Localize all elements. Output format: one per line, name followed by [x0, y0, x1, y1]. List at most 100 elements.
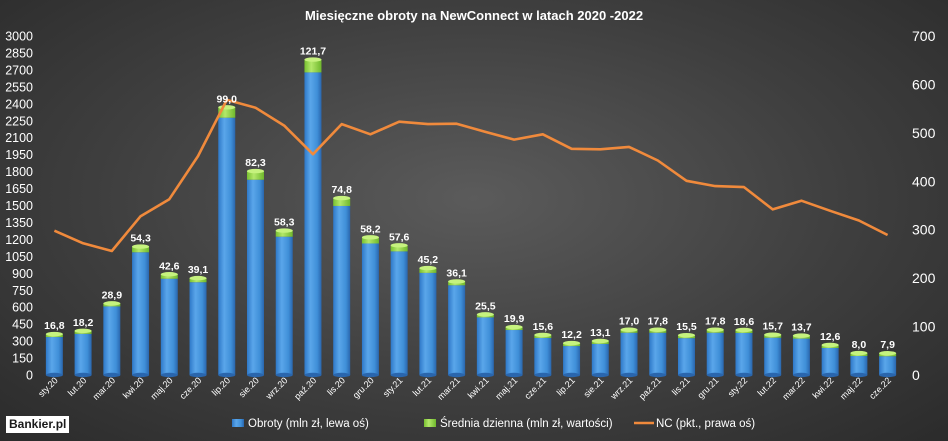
left-tick-label: 1800	[5, 165, 33, 179]
obroty-bar	[706, 332, 724, 375]
x-tick-label: lip.21	[555, 375, 577, 397]
data-label: 12,6	[820, 331, 841, 343]
obroty-bar-base	[505, 372, 523, 378]
left-tick-label: 300	[12, 335, 33, 349]
obroty-bar	[189, 282, 207, 375]
obroty-bar-base	[821, 372, 839, 378]
right-tick-label: 400	[912, 173, 936, 189]
x-tick-label: maj.22	[838, 375, 864, 401]
x-axis: sty.20 lut.20 mar.20 kwi.20 maj.20 cze.20 lip.…	[36, 375, 893, 402]
srednia-cap	[160, 274, 178, 279]
left-tick-label: 3000	[5, 30, 33, 44]
legend-label: Obroty (mln zł, lewa oś)	[248, 418, 369, 430]
chart-title: Miesięczne obroty na NewConnect w latach…	[305, 8, 643, 23]
x-tick-label: paź.21	[637, 375, 663, 401]
obroty-bar-base	[850, 372, 868, 378]
srednia-cap-top	[764, 332, 782, 337]
left-tick-label: 1200	[5, 233, 33, 247]
x-tick-label: gru.21	[696, 375, 721, 400]
srednia-cap-top	[361, 235, 379, 240]
obroty-bar	[534, 337, 552, 375]
data-label: 74,8	[331, 184, 352, 196]
obroty-bar	[160, 278, 178, 375]
data-label: 15,7	[762, 321, 783, 333]
data-label: 58,2	[360, 223, 381, 235]
srednia-cap	[333, 198, 351, 206]
obroty-bar	[850, 356, 868, 375]
obroty-bar-base	[304, 372, 322, 378]
data-label: 82,3	[245, 157, 266, 169]
left-tick-label: 2850	[5, 46, 33, 60]
x-tick-label: paź.20	[292, 375, 318, 401]
left-tick-label: 2100	[5, 131, 33, 145]
left-tick-label: 0	[26, 369, 33, 383]
data-label: 7,9	[880, 339, 895, 351]
x-tick-label: gru.20	[351, 375, 376, 400]
obroty-bar-base	[879, 372, 897, 378]
bankier-logo: Bankier.pl	[6, 416, 70, 433]
srednia-cap	[390, 245, 408, 252]
obroty-bar	[620, 332, 638, 375]
left-tick-label: 1950	[5, 148, 33, 162]
left-tick-label: 450	[12, 318, 33, 332]
nc-line-series	[53, 98, 889, 253]
obroty-bar	[419, 272, 437, 375]
obroty-bar-base	[361, 372, 379, 378]
data-label: 17,8	[648, 316, 669, 328]
srednia-cap-top	[103, 301, 121, 306]
obroty-bar	[218, 117, 236, 375]
obroty-bar-base	[735, 372, 753, 378]
srednia-cap-top	[591, 338, 609, 344]
srednia-cap-top	[792, 333, 810, 338]
data-label: 45,2	[418, 254, 439, 266]
x-tick-label: cze.21	[522, 375, 548, 401]
srednia-cap-top	[678, 332, 695, 338]
x-tick-label: lip.20	[210, 375, 232, 397]
srednia-cap-top	[74, 328, 92, 334]
right-tick-label: 300	[912, 222, 936, 238]
right-tick-label: 100	[912, 319, 936, 335]
obroty-bar-base	[333, 372, 351, 378]
x-tick-label: sie.21	[582, 375, 606, 399]
obroty-bar	[879, 356, 897, 375]
srednia-cap-top	[189, 275, 207, 281]
srednia-cap	[361, 237, 379, 244]
srednia-cap-top	[304, 57, 322, 62]
left-axis: 0 150 300 450 600 750 900 1050 1200 1350 1500 1650 1…	[5, 30, 33, 383]
srednia-cap-top	[132, 244, 150, 249]
x-tick-label: cze.20	[178, 375, 204, 401]
obroty-bar-base	[764, 372, 782, 378]
obroty-bar-base	[390, 372, 408, 378]
srednia-cap-top	[476, 312, 494, 317]
srednia-cap-top	[735, 327, 753, 333]
data-label: 17,8	[705, 316, 726, 328]
legend-swatch	[232, 419, 244, 427]
obroty-bar	[74, 333, 92, 375]
obroty-bar-base	[218, 372, 236, 378]
data-labels: 16,8 18,2 28,9 54,3 42,6 39,1 99,0 82,3 58,3 121,…	[44, 46, 895, 352]
left-tick-label: 2250	[5, 114, 33, 128]
srednia-cap-top	[333, 195, 351, 201]
data-label: 28,9	[102, 289, 123, 301]
data-label: 12,2	[561, 329, 582, 341]
data-label: 57,6	[389, 231, 410, 243]
left-tick-label: 2400	[5, 97, 33, 111]
obroty-bar	[792, 338, 810, 375]
obroty-bar-base	[448, 372, 466, 378]
srednia-cap	[247, 171, 264, 180]
srednia-cap-top	[45, 331, 63, 337]
obroty-bar-base	[792, 372, 810, 378]
srednia-cap	[275, 230, 293, 237]
data-label: 17,0	[619, 316, 640, 328]
data-label: 8,0	[852, 339, 867, 351]
data-label: 15,5	[676, 321, 697, 333]
srednia-cap-top	[649, 327, 667, 332]
obroty-bar-base	[534, 372, 552, 378]
obroty-bar	[103, 306, 121, 375]
x-tick-label: cze.22	[867, 375, 893, 401]
left-tick-label: 750	[12, 284, 33, 298]
right-tick-label: 0	[912, 367, 920, 383]
obroty-bar	[591, 343, 609, 375]
bar-series	[45, 57, 897, 378]
x-tick-label: wrz.20	[263, 375, 290, 402]
